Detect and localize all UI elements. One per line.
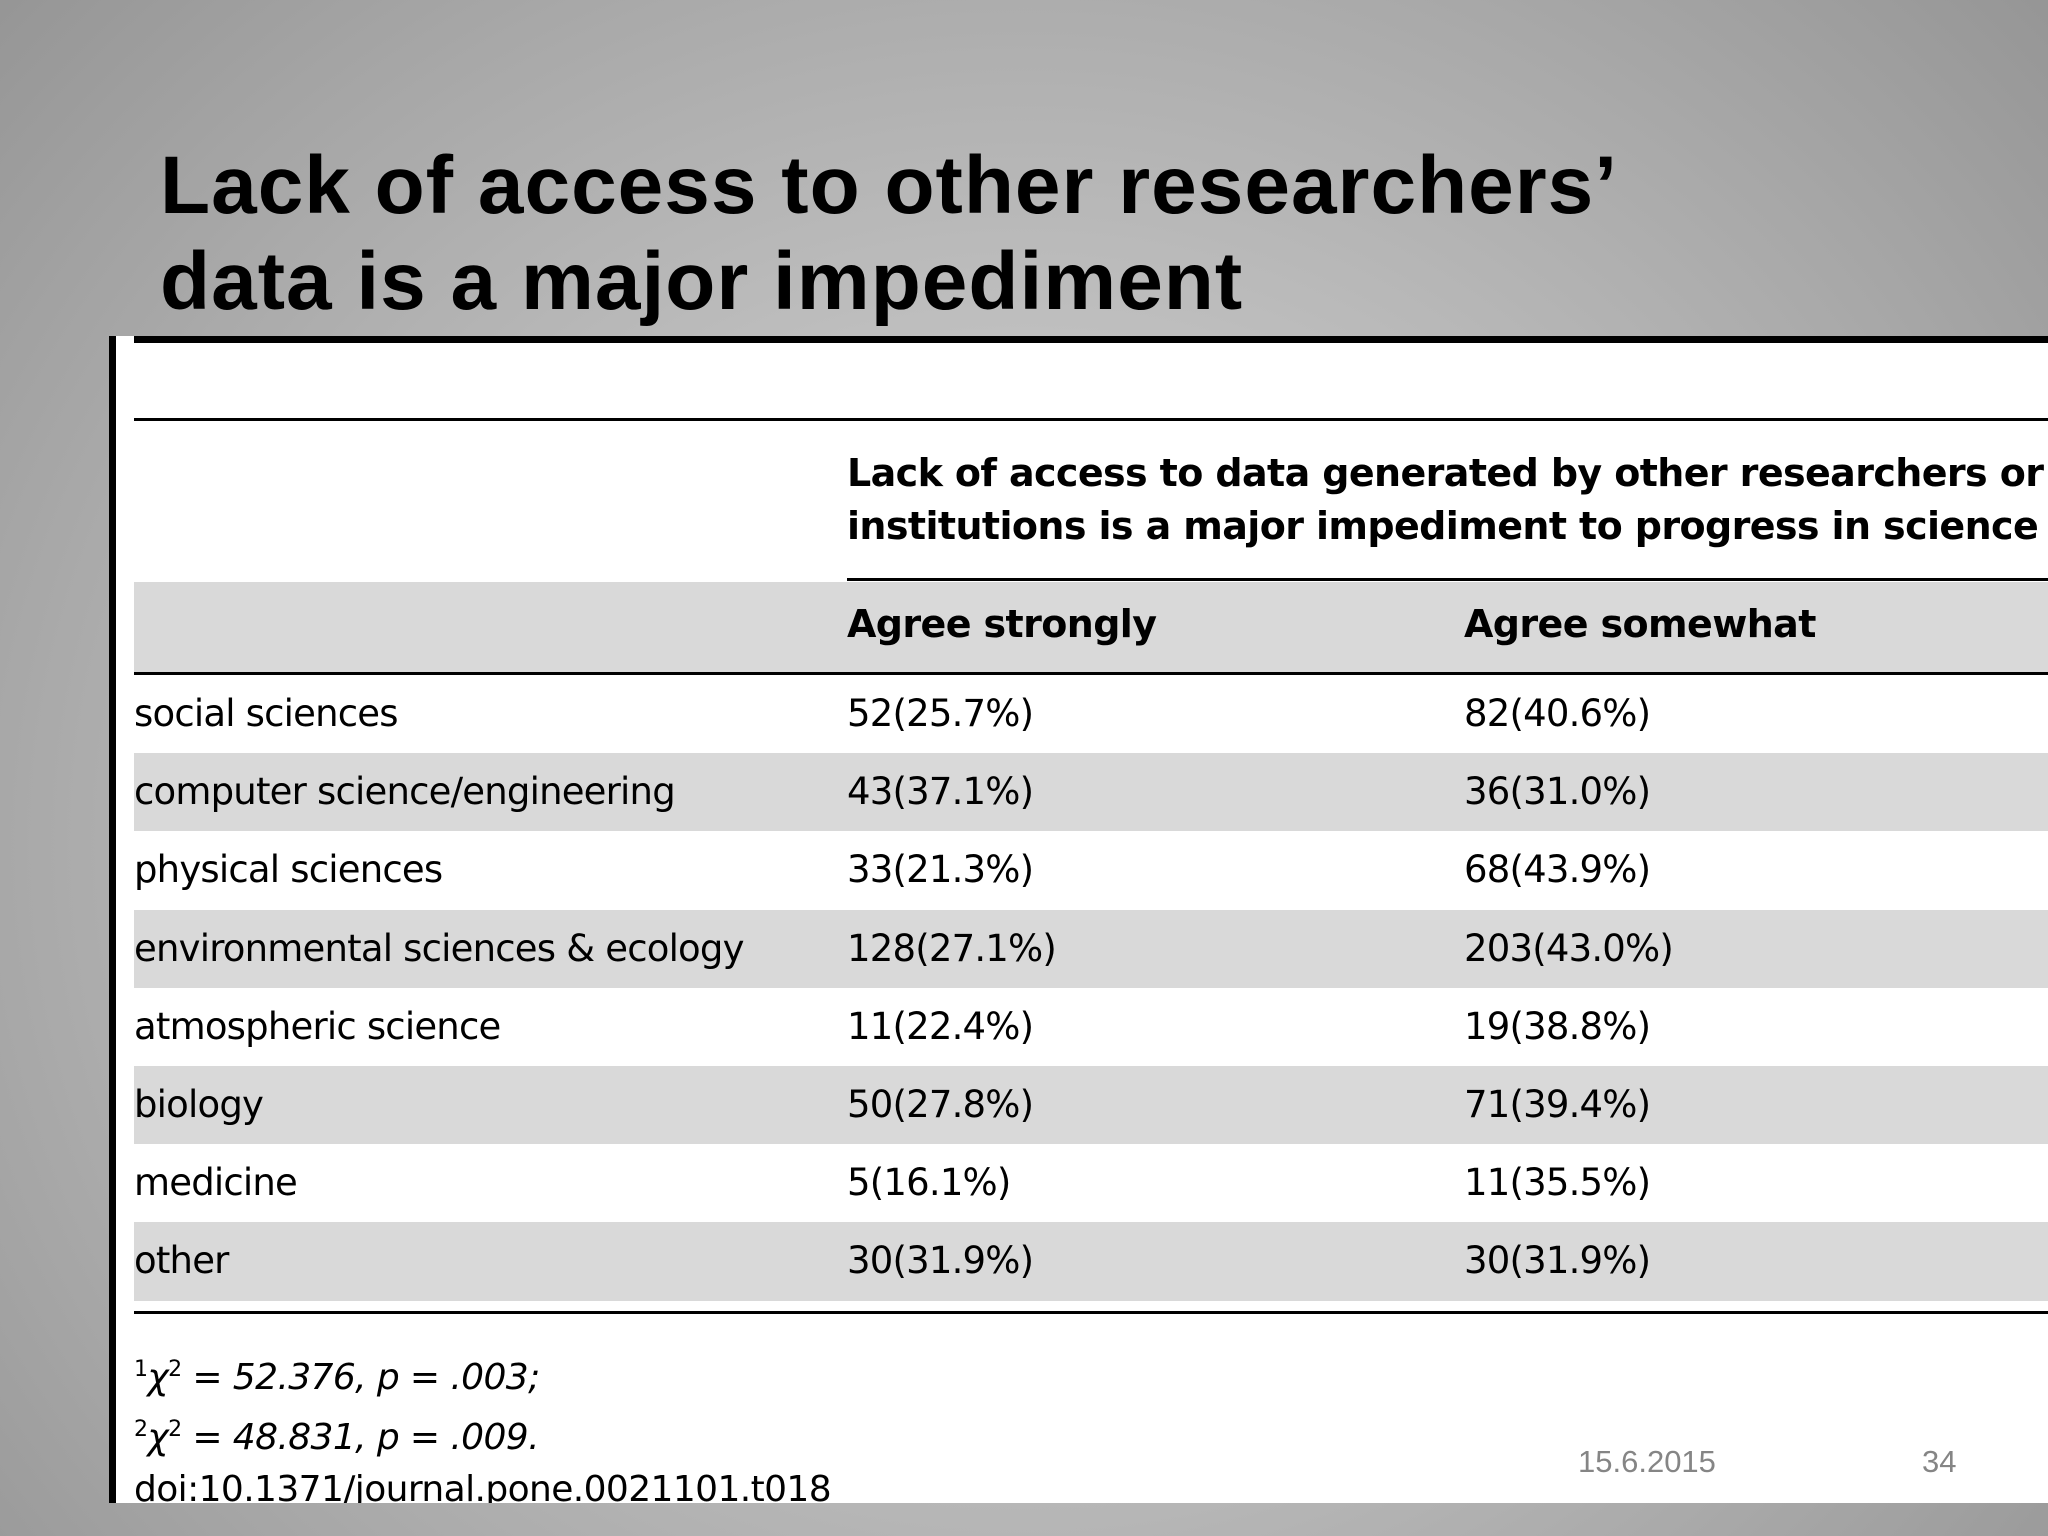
table-top-rule bbox=[134, 336, 2048, 343]
column-group-rule bbox=[847, 578, 2048, 581]
field-cell: medicine bbox=[134, 1161, 298, 1205]
table-header-rule bbox=[134, 418, 2048, 421]
agree-somewhat-cell: 36(31.0%) bbox=[1464, 770, 1651, 814]
agree-somewhat-cell: 19(38.8%) bbox=[1464, 1004, 1651, 1048]
chi-glyph: χ bbox=[147, 1417, 169, 1458]
slide-number: 34 bbox=[1922, 1444, 1957, 1479]
column-group-heading-line-2: institutions is a major impediment to pr… bbox=[847, 504, 2039, 548]
agree-strongly-cell: 11(22.4%) bbox=[847, 1004, 1034, 1048]
chi-exponent: 2 bbox=[168, 1357, 182, 1382]
agree-strongly-cell: 128(27.1%) bbox=[847, 926, 1057, 970]
table-image-panel: Lack of access to data generated by othe… bbox=[109, 336, 2048, 1503]
table-row: computer science/engineering 43(37.1%) 3… bbox=[134, 753, 2048, 832]
footnote-marker: 1 bbox=[134, 1357, 148, 1382]
field-cell: other bbox=[134, 1239, 229, 1283]
footnote-marker: 2 bbox=[134, 1417, 148, 1442]
chi-symbol: χ2 bbox=[147, 1357, 182, 1398]
agree-somewhat-cell: 82(40.6%) bbox=[1464, 692, 1651, 735]
agree-strongly-cell: 5(16.1%) bbox=[847, 1161, 1011, 1205]
footnote-2: 2χ2 = 48.831, p = .009. bbox=[134, 1404, 831, 1464]
chi-exponent: 2 bbox=[168, 1417, 182, 1442]
agree-somewhat-cell: 68(43.9%) bbox=[1464, 848, 1651, 892]
footnote-1: 1χ2 = 52.376, p = .003; bbox=[134, 1344, 831, 1404]
slide-title: Lack of access to other researchers’ dat… bbox=[160, 138, 1618, 330]
footnote-text: = 52.376, p = .003; bbox=[181, 1357, 540, 1398]
chi-glyph: χ bbox=[147, 1357, 169, 1398]
table-row: environmental sciences & ecology 128(27.… bbox=[134, 909, 2048, 988]
field-cell: atmospheric science bbox=[134, 1004, 501, 1048]
agree-strongly-cell: 33(21.3%) bbox=[847, 848, 1034, 892]
field-cell: environmental sciences & ecology bbox=[134, 926, 744, 970]
agree-somewhat-cell: 71(39.4%) bbox=[1464, 1082, 1651, 1126]
agree-somewhat-cell: 203(43.0%) bbox=[1464, 926, 1674, 970]
agree-strongly-cell: 50(27.8%) bbox=[847, 1082, 1034, 1126]
slide-title-line-1: Lack of access to other researchers’ bbox=[160, 140, 1619, 231]
table-row: biology 50(27.8%) 71(39.4%) bbox=[134, 1065, 2048, 1145]
column-header-rule bbox=[134, 672, 2048, 675]
table-row: physical sciences 33(21.3%) 68(43.9%) bbox=[134, 831, 2048, 909]
column-group-heading-line-1: Lack of access to data generated by othe… bbox=[847, 451, 2044, 495]
table-row: medicine 5(16.1%) 11(35.5%) bbox=[134, 1144, 2048, 1222]
field-cell: biology bbox=[134, 1082, 264, 1126]
doi-reference: doi:10.1371/journal.pone.0021101.t018 bbox=[134, 1469, 832, 1503]
table-body: social sciences 52(25.7%) 82(40.6%) comp… bbox=[134, 675, 2048, 1301]
column-header-agree-somewhat: Agree somewhat bbox=[1464, 602, 1816, 646]
agree-somewhat-cell: 11(35.5%) bbox=[1464, 1161, 1651, 1205]
column-header-agree-strongly: Agree strongly bbox=[847, 602, 1157, 646]
column-group-heading: Lack of access to data generated by othe… bbox=[847, 447, 2048, 553]
table-row: atmospheric science 11(22.4%) 19(38.8%) bbox=[134, 988, 2048, 1066]
slide-date: 15.6.2015 bbox=[1578, 1444, 1716, 1479]
agree-strongly-cell: 52(25.7%) bbox=[847, 692, 1034, 735]
field-cell: computer science/engineering bbox=[134, 770, 676, 814]
agree-strongly-cell: 43(37.1%) bbox=[847, 770, 1034, 814]
field-cell: social sciences bbox=[134, 692, 399, 735]
agree-strongly-cell: 30(31.9%) bbox=[847, 1239, 1034, 1283]
column-header-band bbox=[134, 582, 2048, 672]
slide-title-line-2: data is a major impediment bbox=[160, 236, 1244, 327]
agree-somewhat-cell: 30(31.9%) bbox=[1464, 1239, 1651, 1283]
table-bottom-rule bbox=[134, 1311, 2048, 1314]
table-row: other 30(31.9%) 30(31.9%) bbox=[134, 1222, 2048, 1301]
table-row: social sciences 52(25.7%) 82(40.6%) bbox=[134, 675, 2048, 753]
table-footnotes: 1χ2 = 52.376, p = .003; 2χ2 = 48.831, p … bbox=[134, 1344, 832, 1503]
chi-symbol: χ2 bbox=[147, 1417, 182, 1458]
footnote-text: = 48.831, p = .009. bbox=[181, 1417, 539, 1458]
field-cell: physical sciences bbox=[134, 848, 443, 892]
